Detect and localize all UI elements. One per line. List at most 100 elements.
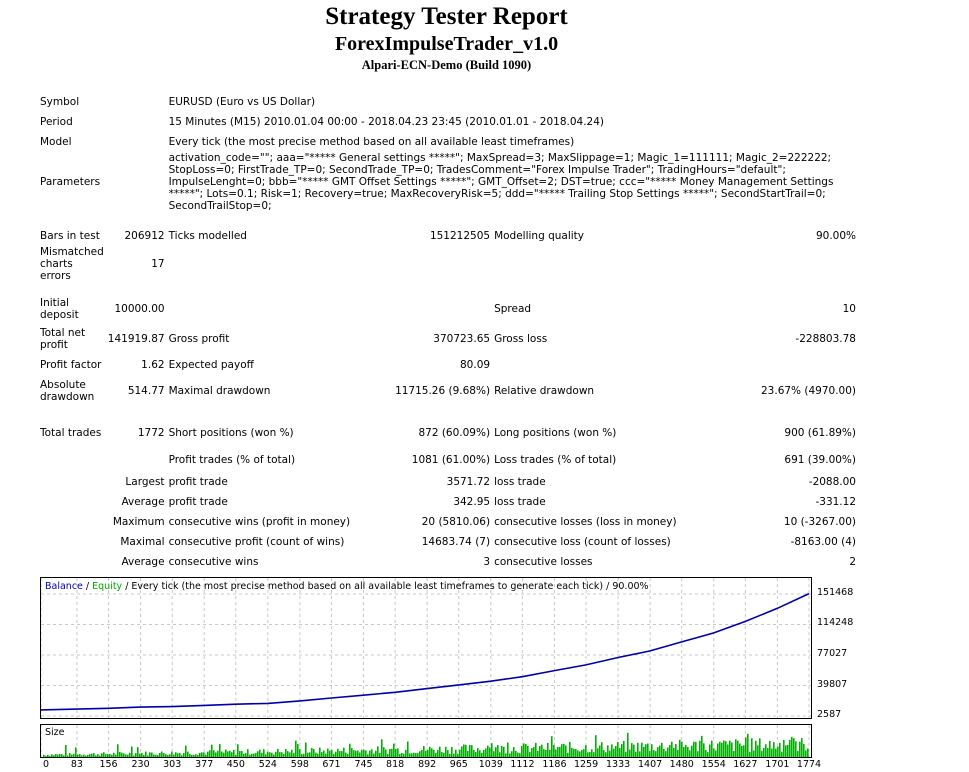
size-bar	[139, 753, 141, 757]
size-bar	[299, 749, 301, 757]
size-bar	[151, 752, 153, 757]
size-bar	[507, 742, 509, 757]
size-bar	[399, 754, 401, 757]
ptrades-label: Profit trades (% of total)	[168, 454, 296, 466]
size-bar	[501, 745, 503, 757]
size-bar	[491, 743, 493, 757]
size-bar	[747, 733, 749, 757]
size-bar	[335, 751, 337, 757]
size-bar	[737, 740, 739, 757]
grossprofit-label: Gross profit	[168, 333, 230, 345]
size-bar	[49, 755, 51, 757]
size-bar	[261, 752, 263, 757]
parameters-value: activation_code=""; aaa="***** General s…	[168, 152, 834, 212]
size-bar	[415, 753, 417, 757]
x-tick-label: 524	[258, 759, 277, 770]
avg-losses-value: 2	[849, 556, 856, 568]
size-bar	[345, 752, 347, 757]
size-bar	[469, 744, 471, 757]
size-bar	[357, 750, 359, 757]
size-bar	[511, 751, 513, 757]
size-bar	[405, 749, 407, 757]
max-losses-value: 10 (-3267.00)	[783, 516, 856, 528]
size-bar	[181, 755, 183, 757]
size-bar	[463, 744, 465, 757]
size-bar	[603, 750, 605, 757]
size-bar	[169, 754, 171, 757]
size-bar	[699, 740, 701, 757]
payoff-label: Expected payoff	[168, 359, 254, 371]
size-bar	[371, 749, 373, 757]
size-bar	[195, 754, 197, 757]
size-bar	[647, 743, 649, 757]
size-bar	[663, 748, 665, 757]
x-tick-label: 892	[418, 759, 437, 770]
size-chart-plot	[41, 725, 810, 757]
x-tick-label: 671	[322, 759, 341, 770]
size-bar	[529, 752, 531, 757]
size-bar	[237, 744, 239, 757]
size-bar	[75, 747, 77, 757]
size-bar	[689, 750, 691, 757]
spread-label: Spread	[494, 303, 532, 315]
size-bar	[655, 751, 657, 757]
size-bar	[597, 748, 599, 757]
size-bar	[105, 754, 107, 757]
size-bar	[445, 746, 447, 757]
size-bar	[85, 755, 87, 757]
size-bar	[479, 750, 481, 757]
size-bar	[719, 741, 721, 757]
ticks-label: Ticks modelled	[168, 230, 247, 242]
size-bar	[537, 750, 539, 757]
size-bar	[461, 746, 463, 757]
size-bar	[735, 739, 737, 757]
size-bar	[769, 740, 771, 757]
size-bar	[807, 748, 809, 757]
size-bar	[325, 753, 327, 757]
size-bar	[567, 752, 569, 757]
x-tick-label: 1259	[573, 759, 599, 770]
size-bar	[229, 750, 231, 757]
size-bar	[355, 750, 357, 757]
size-bar	[101, 753, 103, 757]
maximal-label: Maximal	[120, 536, 165, 548]
size-bar	[117, 744, 119, 757]
size-bar	[787, 744, 789, 757]
y-tick-label: 114248	[817, 617, 854, 629]
x-tick-label: 1186	[542, 759, 567, 770]
size-bar	[143, 754, 145, 757]
size-bar	[201, 752, 203, 757]
size-bar	[565, 745, 567, 757]
mismatch-label: Mismatched charts errors	[40, 246, 104, 282]
size-bar	[797, 751, 799, 757]
size-bar	[667, 747, 669, 757]
size-bar	[409, 753, 411, 757]
size-bar	[111, 754, 113, 757]
size-bar	[109, 754, 111, 757]
size-bar	[745, 737, 747, 757]
size-bar	[103, 752, 105, 757]
ticks-value: 151212505	[429, 230, 491, 242]
size-bar	[219, 744, 221, 757]
size-bar	[435, 752, 437, 757]
size-bar	[503, 746, 505, 757]
size-bar	[467, 750, 469, 757]
avg-wins-label: consecutive wins	[168, 556, 259, 568]
trades-value: 1772	[137, 427, 165, 439]
size-bar	[227, 751, 229, 757]
size-bar	[153, 754, 155, 757]
size-bar	[591, 749, 593, 757]
size-bar	[763, 747, 765, 757]
size-bar	[441, 752, 443, 757]
size-bar	[535, 742, 537, 757]
size-bar	[407, 741, 409, 757]
quality-value: 90.00%	[815, 230, 856, 242]
reldd-label: Relative drawdown	[494, 385, 595, 397]
maximal-loss-label: consecutive loss (count of losses)	[494, 536, 671, 548]
size-bar	[341, 751, 343, 757]
size-bar	[207, 751, 209, 757]
size-bar	[725, 741, 727, 757]
size-bar	[295, 740, 297, 757]
size-bar	[73, 753, 75, 757]
size-bar	[83, 754, 85, 757]
